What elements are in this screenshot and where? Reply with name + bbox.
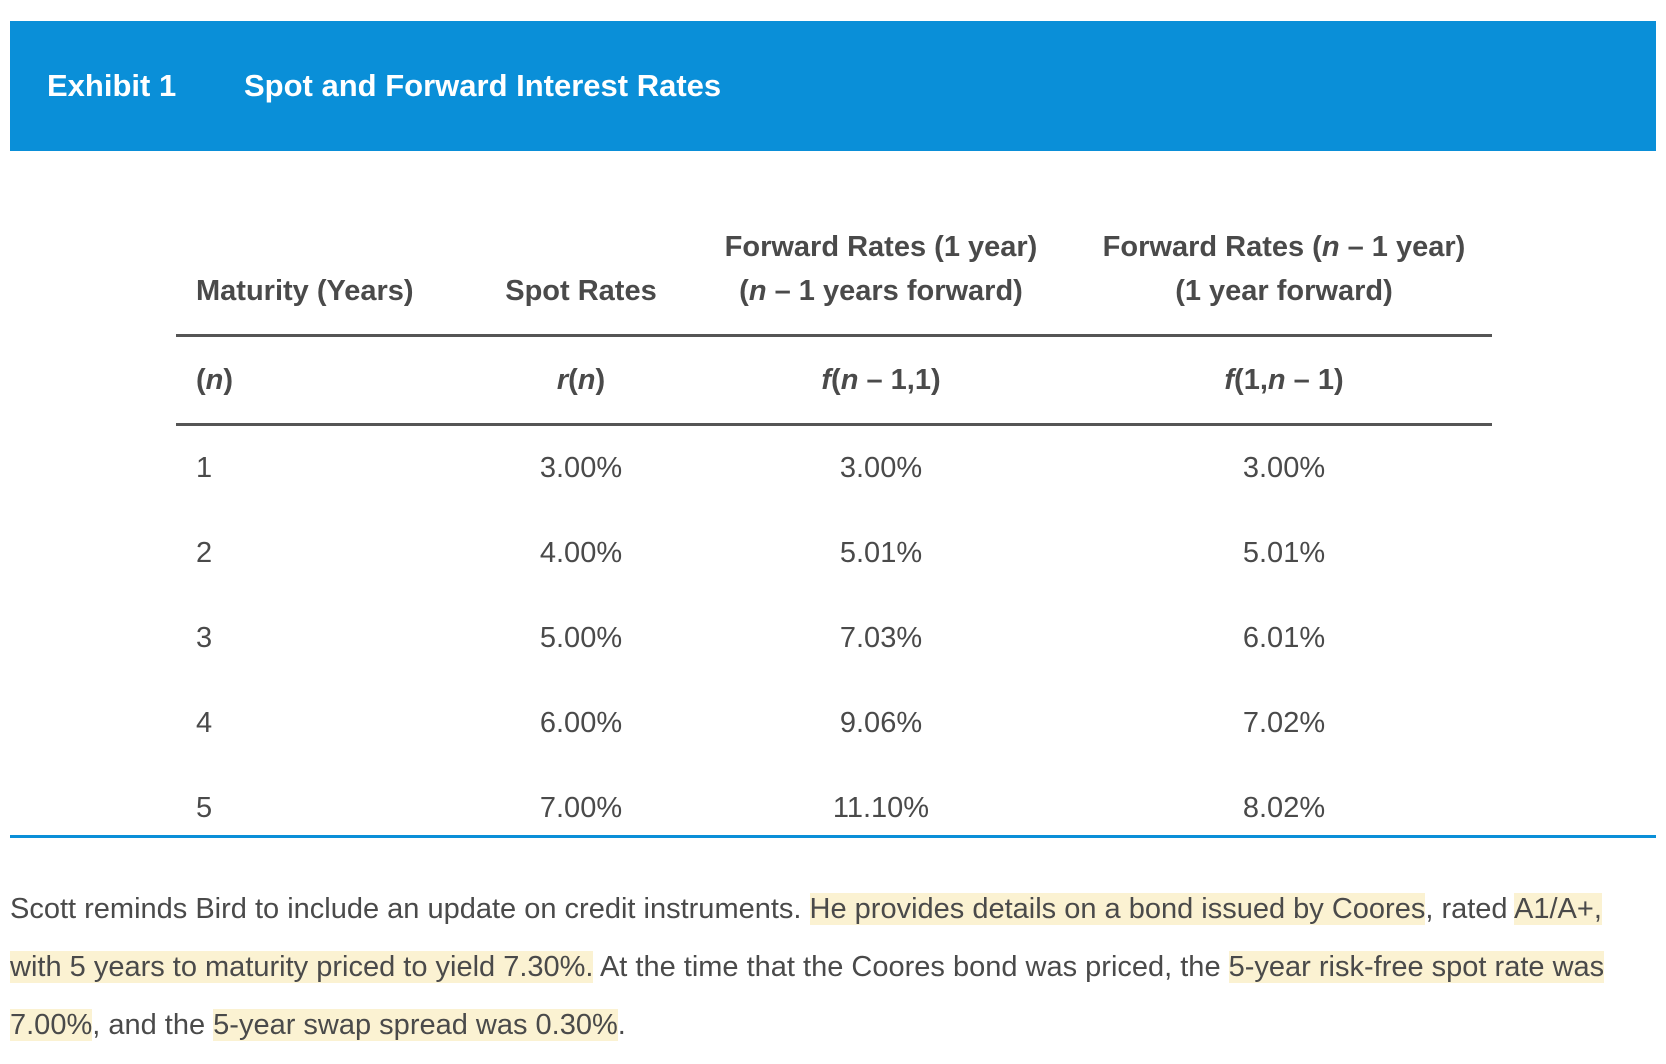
spot-rate-cell: 4.00%	[476, 511, 686, 596]
symbol-header-row: (n) r(n) f(n – 1,1) f(1,n – 1)	[176, 336, 1492, 425]
forward-1yr-cell: 3.00%	[686, 425, 1076, 512]
table-row: 2 4.00% 5.01% 5.01%	[176, 511, 1492, 596]
rates-table-container: Maturity (Years) Spot Rates Forward Rate…	[176, 205, 1492, 851]
maturity-cell: 4	[176, 681, 476, 766]
spot-rate-cell: 3.00%	[476, 425, 686, 512]
header-forward-1yr-line1: Forward Rates (1 year)	[686, 225, 1076, 269]
forward-1yr-cell: 5.01%	[686, 511, 1076, 596]
header-maturity-label: Maturity (Years)	[196, 275, 414, 307]
forward-1yr-cell: 7.03%	[686, 596, 1076, 681]
header-spot-rates: Spot Rates	[476, 205, 686, 336]
forward-n1yr-cell: 3.00%	[1076, 425, 1492, 512]
symbol-n: (n)	[176, 336, 476, 425]
table-row: 5 7.00% 11.10% 8.02%	[176, 766, 1492, 851]
exhibit-title: Spot and Forward Interest Rates	[244, 21, 721, 151]
spot-rate-cell: 5.00%	[476, 596, 686, 681]
header-spot-rates-label: Spot Rates	[505, 275, 656, 307]
table-row: 3 5.00% 7.03% 6.01%	[176, 596, 1492, 681]
narrative-text: , rated	[1425, 893, 1514, 925]
maturity-cell: 2	[176, 511, 476, 596]
exhibit-label: Exhibit 1	[47, 21, 176, 151]
symbol-forward-n1yr: f(1,n – 1)	[1076, 336, 1492, 425]
spot-rate-cell: 6.00%	[476, 681, 686, 766]
table-row: 1 3.00% 3.00% 3.00%	[176, 425, 1492, 512]
forward-1yr-cell: 11.10%	[686, 766, 1076, 851]
header-forward-n1yr-line1: Forward Rates (n – 1 year)	[1076, 225, 1492, 269]
exhibit-banner: Exhibit 1 Spot and Forward Interest Rate…	[10, 21, 1656, 151]
header-forward-1yr: Forward Rates (1 year) (n – 1 years forw…	[686, 205, 1076, 336]
spot-rate-cell: 7.00%	[476, 766, 686, 851]
header-forward-n1yr: Forward Rates (n – 1 year) (1 year forwa…	[1076, 205, 1492, 336]
forward-n1yr-cell: 6.01%	[1076, 596, 1492, 681]
narrative-text: , and the	[92, 1009, 213, 1041]
symbol-forward-1yr: f(n – 1,1)	[686, 336, 1076, 425]
rates-table: Maturity (Years) Spot Rates Forward Rate…	[176, 205, 1492, 851]
column-header-row: Maturity (Years) Spot Rates Forward Rate…	[176, 205, 1492, 336]
forward-n1yr-cell: 7.02%	[1076, 681, 1492, 766]
exhibit-bottom-rule	[10, 835, 1656, 838]
narrative-highlight: 5-year swap spread was 0.30%	[213, 1009, 618, 1041]
narrative-paragraph: Scott reminds Bird to include an update …	[10, 880, 1656, 1054]
maturity-cell: 1	[176, 425, 476, 512]
header-forward-n1yr-line2: (1 year forward)	[1076, 269, 1492, 313]
header-maturity: Maturity (Years)	[176, 205, 476, 336]
forward-1yr-cell: 9.06%	[686, 681, 1076, 766]
narrative-text: Scott reminds Bird to include an update …	[10, 893, 810, 925]
table-row: 4 6.00% 9.06% 7.02%	[176, 681, 1492, 766]
narrative-text: At the time that the Coores bond was pri…	[593, 951, 1228, 983]
narrative-text: .	[618, 1009, 626, 1041]
symbol-spot: r(n)	[476, 336, 686, 425]
forward-n1yr-cell: 8.02%	[1076, 766, 1492, 851]
narrative-highlight: He provides details on a bond issued by …	[810, 893, 1426, 925]
forward-n1yr-cell: 5.01%	[1076, 511, 1492, 596]
maturity-cell: 5	[176, 766, 476, 851]
maturity-cell: 3	[176, 596, 476, 681]
header-forward-1yr-line2: (n – 1 years forward)	[686, 269, 1076, 313]
